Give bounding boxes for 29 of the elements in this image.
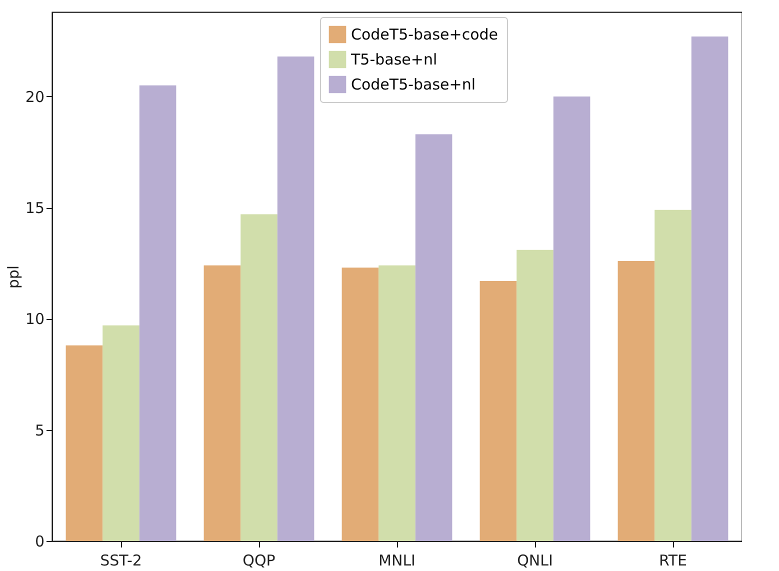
bar (480, 280, 517, 541)
bar (204, 265, 241, 541)
bar (240, 214, 278, 541)
bar (342, 268, 379, 541)
bar (691, 36, 728, 541)
legend-label: CodeT5-base+code (351, 26, 498, 44)
bar (654, 210, 692, 541)
y-tick-label: 0 (34, 532, 44, 550)
legend-label: CodeT5-base+nl (351, 76, 476, 94)
bar (553, 96, 590, 541)
x-tick-label: QNLI (517, 552, 553, 570)
bar (618, 260, 655, 541)
x-tick-label: MNLI (378, 552, 416, 570)
x-tick-label: QQP (242, 552, 276, 570)
bar (378, 265, 416, 541)
y-tick-label: 15 (25, 199, 44, 218)
y-tick-label: 10 (25, 310, 44, 328)
bar (516, 250, 554, 541)
bar (415, 134, 452, 541)
bar (66, 345, 103, 541)
x-tick-label: RTE (659, 552, 687, 570)
bar (277, 56, 314, 541)
legend-label: T5-base+nl (350, 50, 438, 68)
bar (102, 325, 140, 541)
bar (139, 85, 176, 541)
y-axis-title: ppl (4, 265, 22, 289)
y-tick-label: 5 (34, 421, 44, 440)
x-tick-label: SST-2 (100, 552, 142, 570)
y-tick-label: 20 (25, 88, 44, 106)
